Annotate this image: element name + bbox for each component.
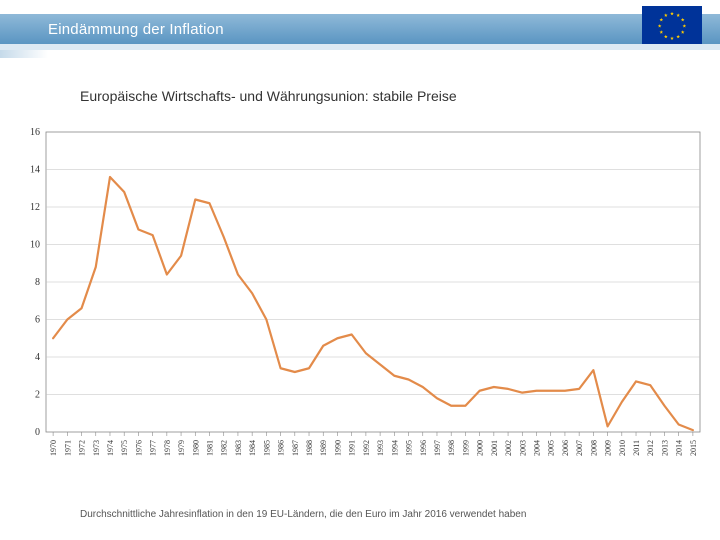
svg-text:1997: 1997	[433, 440, 442, 456]
inflation-chart: 0 2 4 6 8 10 12 14 16 1970 1971 1972 1973 1974 1975 197…	[10, 124, 710, 478]
svg-text:1995: 1995	[405, 440, 414, 456]
svg-text:1990: 1990	[333, 440, 342, 456]
svg-text:2002: 2002	[504, 440, 513, 456]
svg-text:1985: 1985	[262, 440, 271, 456]
eu-flag-icon	[642, 6, 702, 46]
svg-text:2001: 2001	[490, 440, 499, 456]
eu-stars	[653, 7, 691, 45]
svg-text:1998: 1998	[447, 440, 456, 456]
svg-text:1979: 1979	[177, 440, 186, 456]
svg-text:1983: 1983	[234, 440, 243, 456]
svg-text:1982: 1982	[220, 440, 229, 456]
svg-text:1999: 1999	[461, 440, 470, 456]
svg-text:1987: 1987	[291, 440, 300, 456]
svg-text:2000: 2000	[476, 440, 485, 456]
svg-text:2010: 2010	[618, 440, 627, 456]
svg-text:2012: 2012	[646, 440, 655, 456]
svg-text:1974: 1974	[106, 440, 115, 456]
svg-text:1972: 1972	[78, 440, 87, 456]
svg-text:1988: 1988	[305, 440, 314, 456]
svg-text:1989: 1989	[319, 440, 328, 456]
svg-text:1978: 1978	[163, 440, 172, 456]
svg-text:1977: 1977	[149, 440, 158, 456]
svg-text:2014: 2014	[675, 440, 684, 456]
content-area: Europäische Wirtschafts- und Währungsuni…	[80, 88, 690, 116]
page-title: Eindämmung der Inflation	[48, 21, 224, 38]
svg-text:2007: 2007	[575, 440, 584, 456]
decorative-band	[0, 44, 720, 58]
svg-text:2009: 2009	[604, 440, 613, 456]
svg-text:2006: 2006	[561, 440, 570, 456]
svg-text:2005: 2005	[547, 440, 556, 456]
svg-text:16: 16	[30, 127, 40, 138]
svg-text:1975: 1975	[120, 440, 129, 456]
svg-text:1973: 1973	[92, 440, 101, 456]
svg-text:14: 14	[30, 165, 40, 176]
svg-text:1971: 1971	[63, 440, 72, 456]
svg-text:2: 2	[35, 390, 40, 401]
svg-text:12: 12	[30, 202, 40, 213]
svg-text:2008: 2008	[589, 440, 598, 456]
svg-text:1981: 1981	[206, 440, 215, 456]
svg-text:2003: 2003	[518, 440, 527, 456]
svg-text:2015: 2015	[689, 440, 698, 456]
svg-text:1996: 1996	[419, 440, 428, 456]
svg-text:1994: 1994	[390, 440, 399, 456]
chart-footnote: Durchschnittliche Jahresinflation in den…	[80, 509, 680, 520]
svg-text:1986: 1986	[277, 440, 286, 456]
chart-svg: 0 2 4 6 8 10 12 14 16 1970 1971 1972 1973 1974 1975 197…	[10, 124, 710, 478]
svg-text:8: 8	[35, 277, 40, 288]
svg-text:2004: 2004	[533, 440, 542, 456]
svg-text:1993: 1993	[376, 440, 385, 456]
svg-text:0: 0	[35, 427, 40, 438]
svg-text:1991: 1991	[348, 440, 357, 456]
svg-text:1984: 1984	[248, 440, 257, 456]
svg-text:4: 4	[35, 352, 40, 363]
svg-text:1992: 1992	[362, 440, 371, 456]
chart-subtitle: Europäische Wirtschafts- und Währungsuni…	[80, 88, 690, 104]
svg-text:1970: 1970	[49, 440, 58, 456]
svg-text:6: 6	[35, 315, 40, 326]
svg-text:1976: 1976	[134, 440, 143, 456]
svg-text:1980: 1980	[191, 440, 200, 456]
header-bar: Eindämmung der Inflation	[0, 14, 720, 44]
svg-text:2011: 2011	[632, 440, 641, 456]
svg-text:2013: 2013	[660, 440, 669, 456]
svg-text:10: 10	[30, 240, 40, 251]
